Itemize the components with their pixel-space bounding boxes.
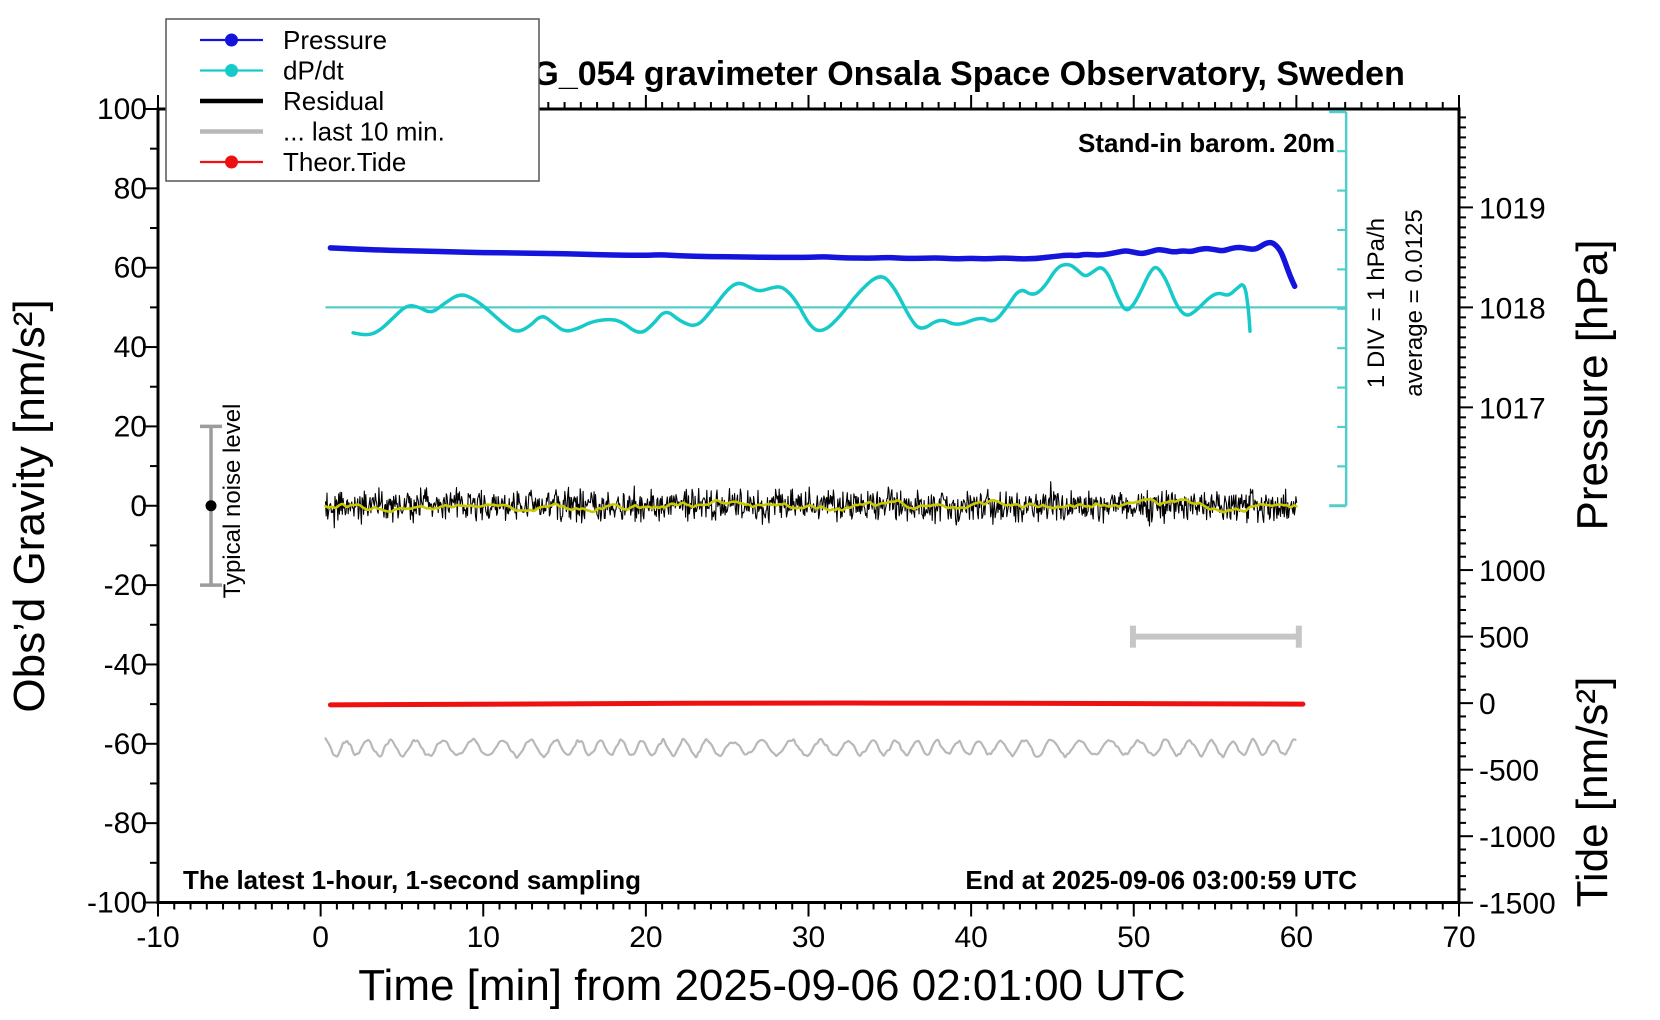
legend-item-label: Residual xyxy=(283,86,384,116)
x-tick-label: 10 xyxy=(467,921,500,954)
x-tick-label: -10 xyxy=(136,921,179,954)
legend-sample-marker xyxy=(225,33,238,47)
chart-title: SCG_054 gravimeter Onsala Space Observat… xyxy=(485,55,1405,93)
gravity-tick-label: 80 xyxy=(114,172,147,205)
gravity-tick-label: 20 xyxy=(114,410,147,443)
tide-tick-label: -500 xyxy=(1479,755,1539,788)
ticks-layer: -10 0 10 20 30 40 50 60 70100806040200-20-40-60-… xyxy=(87,93,1556,954)
legend-sample-marker xyxy=(225,64,238,77)
gravity-tick-label: -20 xyxy=(104,569,147,602)
gravity-axis-title: Obs’d Gravity [nm/s²] xyxy=(5,299,54,712)
gravity-tick-label: -100 xyxy=(87,887,147,920)
series-layer xyxy=(200,110,1348,759)
gravity-tick-label: -60 xyxy=(104,728,147,761)
tide-tick-label: 500 xyxy=(1479,622,1529,655)
tide-tick-label: -1500 xyxy=(1479,888,1556,921)
x-tick-label: 60 xyxy=(1280,921,1313,954)
series-residual xyxy=(324,481,1298,529)
gravity-tick-label: 60 xyxy=(114,252,147,285)
typical-noise-label: Typical noise level xyxy=(219,404,246,599)
pressure-axis-title: Pressure [hPa] xyxy=(1568,239,1617,530)
gravity-tick-label: 100 xyxy=(97,93,147,126)
x-tick-label: 40 xyxy=(954,921,987,954)
average-label: average = 0.0125 xyxy=(1401,209,1428,397)
div-scale-label: 1 DIV = 1 hPa/h xyxy=(1363,218,1390,388)
legend-item-label: ... last 10 min. xyxy=(283,117,445,147)
series-theor-tide xyxy=(327,700,1306,708)
series-dp-dt xyxy=(351,262,1252,337)
x-tick-label: 0 xyxy=(312,921,329,954)
series-pressure xyxy=(327,239,1298,290)
legend-item-label: dP/dt xyxy=(283,56,344,86)
legend-item-label: Pressure xyxy=(283,25,387,55)
x-tick-label: 70 xyxy=(1442,921,1475,954)
legend-item-label: Theor.Tide xyxy=(283,147,406,177)
end-time-note: End at 2025-09-06 03:00:59 UTC xyxy=(965,865,1357,895)
gravity-tick-label: -40 xyxy=(104,648,147,681)
standin-barometer-note: Stand-in barom. 20m xyxy=(1078,128,1335,158)
legend-sample-marker xyxy=(225,155,238,169)
series--last-10-min- xyxy=(324,737,1297,759)
x-tick-label: 30 xyxy=(792,921,825,954)
x-tick-label: 50 xyxy=(1117,921,1150,954)
pressure-tick-label: 1017 xyxy=(1479,392,1546,425)
x-tick-label: 20 xyxy=(629,921,662,954)
tide-tick-label: -1000 xyxy=(1479,821,1556,854)
series-residual-smoothed xyxy=(324,498,1298,514)
labels-layer: SCG_054 gravimeter Onsala Space Observat… xyxy=(5,55,1617,1010)
tide-axis-title: Tide [nm/s²] xyxy=(1568,677,1617,908)
sampling-note: The latest 1-hour, 1-second sampling xyxy=(183,865,641,895)
gravity-tick-label: 0 xyxy=(130,490,147,523)
gravity-tick-label: -80 xyxy=(104,807,147,840)
tide-tick-label: 0 xyxy=(1479,688,1496,721)
x-axis-title: Time [min] from 2025-09-06 02:01:00 UTC xyxy=(358,961,1185,1010)
pressure-tick-label: 1019 xyxy=(1479,192,1546,225)
tide-tick-label: 1000 xyxy=(1479,555,1546,588)
pressure-tick-label: 1018 xyxy=(1479,292,1546,325)
noise-level-dot xyxy=(205,500,217,512)
gravity-tick-label: 40 xyxy=(114,331,147,364)
